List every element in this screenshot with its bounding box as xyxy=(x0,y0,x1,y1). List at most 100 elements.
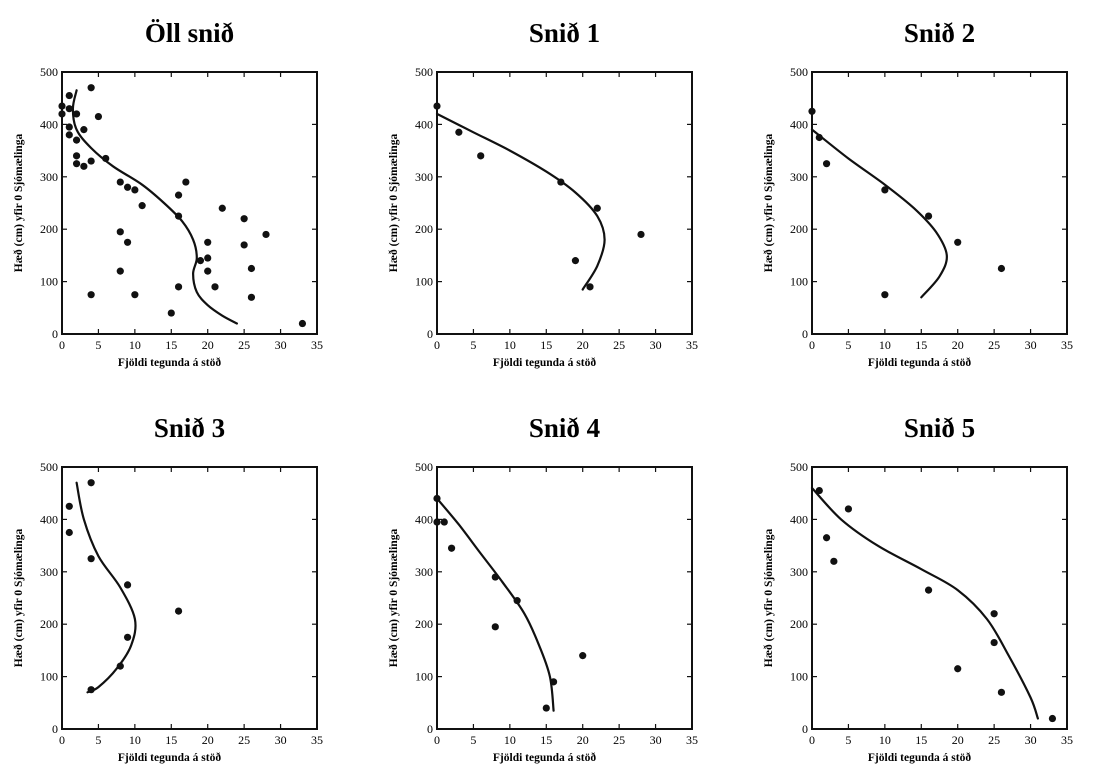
data-point xyxy=(204,238,212,246)
chart-title: Snið 1 xyxy=(529,18,600,48)
data-point xyxy=(72,160,81,168)
data-point xyxy=(204,267,212,275)
data-point xyxy=(822,534,831,542)
data-point xyxy=(247,293,256,301)
x-tick-label: 30 xyxy=(650,338,662,352)
plot-frame xyxy=(61,71,318,335)
data-point xyxy=(440,518,448,526)
y-tick-label: 100 xyxy=(790,275,808,289)
data-point xyxy=(58,110,66,118)
scatter-chart: Öll snið 0 5 10 15 20 25 30 35 0 100 200 300 400 500 Fj… xyxy=(12,18,323,369)
y-axis-label: Hæð (cm) yfir 0 Sjómælinga xyxy=(762,134,775,273)
y-axis-label: Hæð (cm) yfir 0 Sjómælinga xyxy=(762,529,775,668)
data-point xyxy=(65,105,73,113)
x-tick-label: 20 xyxy=(952,733,964,747)
data-point xyxy=(586,283,594,291)
x-tick-label: 35 xyxy=(1061,733,1073,747)
x-tick-label: 35 xyxy=(686,733,698,747)
scatter-chart: Snið 4 0 5 10 15 20 25 30 35 0 100 200 300 400 500 Fjöl… xyxy=(387,413,698,764)
x-tick-label: 25 xyxy=(613,338,625,352)
y-axis-label: Hæð (cm) yfir 0 Sjómælinga xyxy=(12,134,25,273)
data-point xyxy=(72,136,81,144)
x-tick-label: 30 xyxy=(275,733,287,747)
x-tick-label: 25 xyxy=(988,733,1000,747)
plot-frame xyxy=(61,466,318,730)
data-point xyxy=(94,112,103,121)
x-tick-label: 35 xyxy=(686,338,698,352)
x-tick-label: 20 xyxy=(202,733,214,747)
data-point xyxy=(138,202,146,210)
x-tick-label: 10 xyxy=(879,733,891,747)
data-point xyxy=(455,128,463,136)
data-point xyxy=(87,686,95,694)
y-tick-label: 500 xyxy=(790,65,808,79)
x-tick-label: 30 xyxy=(1025,733,1037,747)
y-tick-label: 400 xyxy=(790,117,808,131)
data-point xyxy=(65,502,73,510)
y-tick-label: 200 xyxy=(40,222,58,236)
y-tick-label: 0 xyxy=(802,722,808,736)
fitted-curve xyxy=(71,89,238,325)
x-tick-label: 35 xyxy=(1061,338,1073,352)
data-point xyxy=(102,154,110,163)
x-tick-label: 25 xyxy=(613,733,625,747)
data-point xyxy=(247,264,256,273)
data-point xyxy=(513,597,521,605)
y-tick-label: 500 xyxy=(415,460,433,474)
x-tick-label: 15 xyxy=(915,338,927,352)
data-point xyxy=(72,152,81,160)
x-tick-label: 15 xyxy=(165,733,177,747)
x-tick-label: 0 xyxy=(809,733,815,747)
data-point xyxy=(123,183,132,191)
data-point xyxy=(218,204,226,212)
x-tick-label: 20 xyxy=(577,338,589,352)
data-point xyxy=(58,102,66,110)
data-point xyxy=(593,204,601,212)
y-tick-label: 100 xyxy=(415,275,433,289)
scatter-chart: Snið 2 0 5 10 15 20 25 30 35 0 100 200 300 400 500 Fjöl… xyxy=(762,18,1073,369)
scatter-panel: Snið 3 0 5 10 15 20 25 30 35 0 100 200 300 400 500 Fjöl… xyxy=(0,395,355,765)
y-tick-label: 300 xyxy=(790,170,808,184)
data-point xyxy=(167,309,175,317)
chart-title: Snið 2 xyxy=(904,18,975,48)
data-point xyxy=(80,162,88,170)
y-tick-label: 100 xyxy=(415,670,433,684)
x-tick-label: 15 xyxy=(540,733,552,747)
x-axis-label: Fjöldi tegunda á stöð xyxy=(118,356,221,369)
data-point xyxy=(637,230,645,239)
x-axis-label: Fjöldi tegunda á stöð xyxy=(118,751,221,764)
data-point xyxy=(182,178,190,186)
y-tick-label: 0 xyxy=(802,327,808,341)
y-tick-label: 400 xyxy=(790,512,808,526)
plot-frame xyxy=(436,466,693,730)
y-tick-label: 0 xyxy=(427,327,433,341)
x-tick-label: 25 xyxy=(238,338,250,352)
data-point xyxy=(924,586,933,594)
data-point xyxy=(240,241,248,249)
chart-title: Snið 4 xyxy=(529,413,600,443)
data-point xyxy=(491,623,499,631)
y-tick-label: 400 xyxy=(415,117,433,131)
data-point xyxy=(924,212,933,220)
plot-frame xyxy=(436,71,693,335)
chart-title: Öll snið xyxy=(145,18,234,48)
x-tick-label: 5 xyxy=(845,733,851,747)
y-tick-label: 200 xyxy=(790,222,808,236)
y-tick-label: 100 xyxy=(40,670,58,684)
y-tick-label: 100 xyxy=(40,275,58,289)
scatter-panel: Snið 2 0 5 10 15 20 25 30 35 0 100 200 300 400 500 Fjöl… xyxy=(750,0,1105,370)
x-tick-label: 0 xyxy=(59,338,65,352)
data-point xyxy=(72,110,81,118)
data-point xyxy=(815,133,823,142)
data-point xyxy=(491,573,499,581)
scatter-chart: Snið 1 0 5 10 15 20 25 30 35 0 100 200 300 400 500 Fjöl… xyxy=(387,18,698,369)
data-point xyxy=(123,238,132,246)
y-tick-label: 300 xyxy=(40,565,58,579)
data-point xyxy=(822,160,831,168)
data-point xyxy=(116,662,124,670)
scatter-panel: Snið 1 0 5 10 15 20 25 30 35 0 100 200 300 400 500 Fjöl… xyxy=(375,0,730,370)
data-point xyxy=(116,267,124,275)
fitted-curve xyxy=(435,497,555,712)
x-tick-label: 10 xyxy=(504,338,516,352)
